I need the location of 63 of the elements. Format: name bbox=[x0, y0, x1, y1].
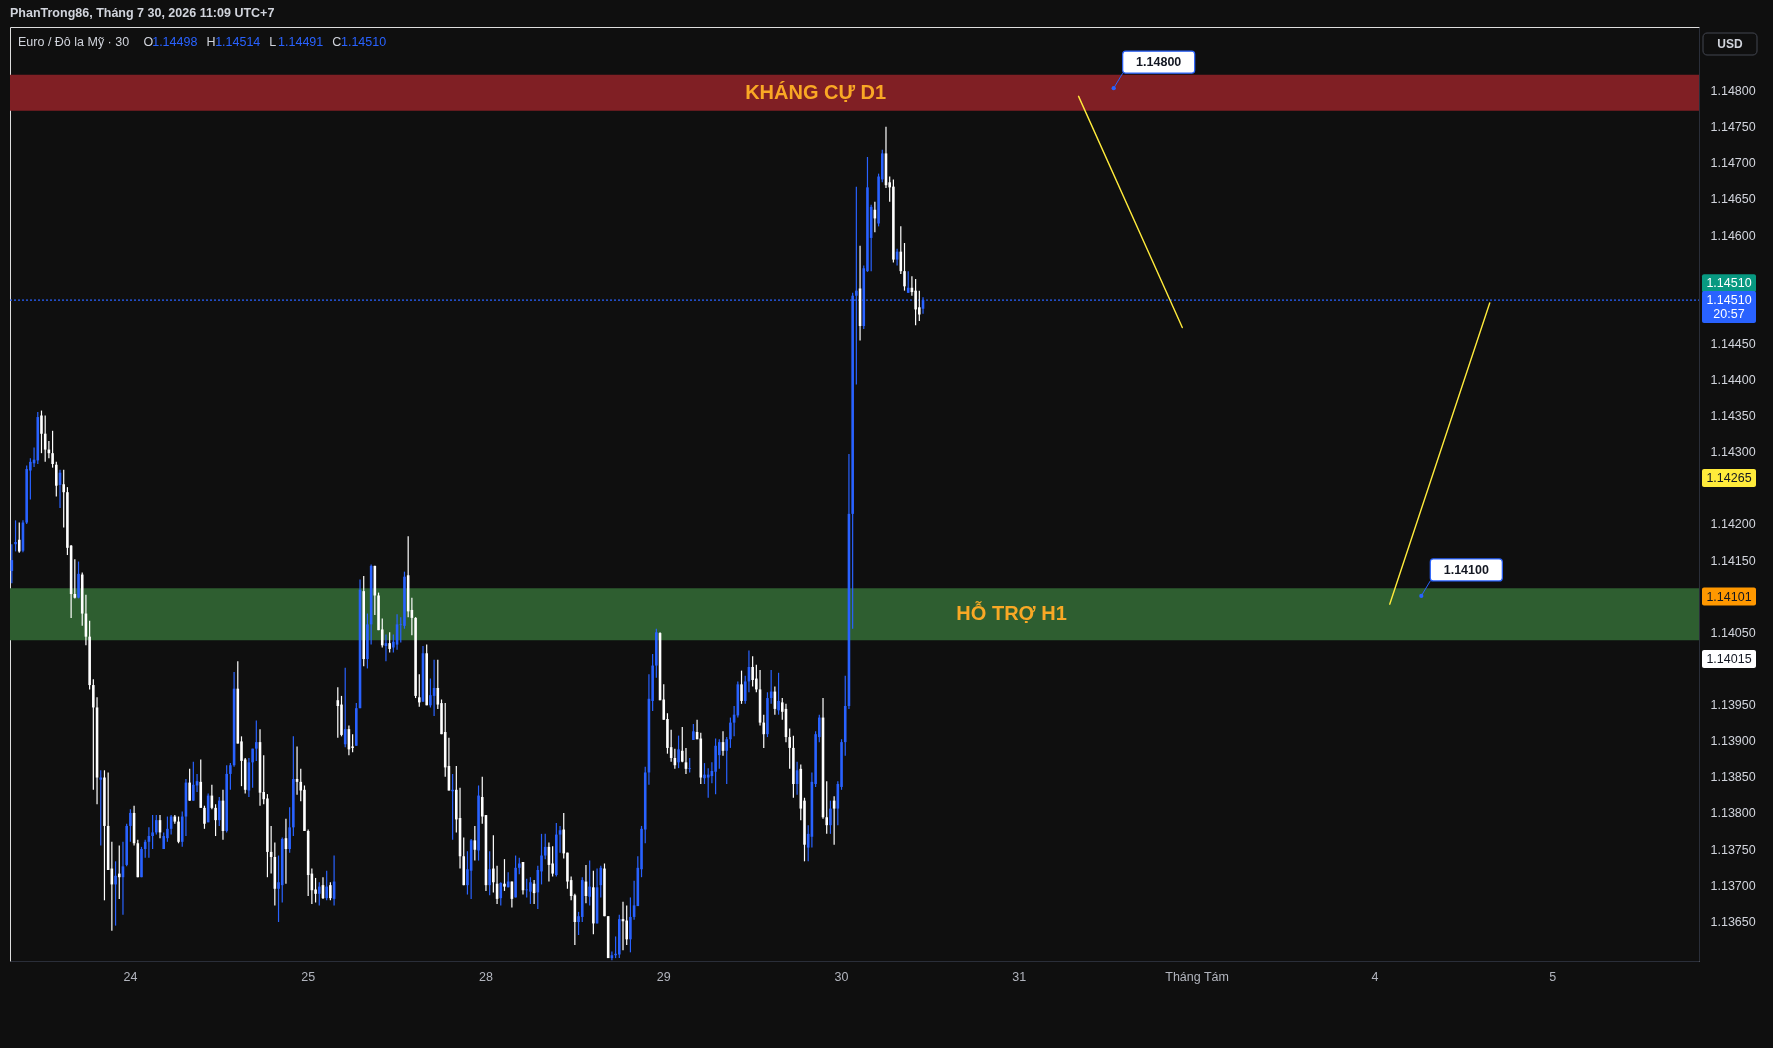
candlestick bbox=[503, 859, 506, 891]
y-tick-label: 1.13800 bbox=[1710, 806, 1756, 821]
y-tick-label: 1.14150 bbox=[1710, 553, 1756, 568]
candlestick bbox=[140, 846, 143, 878]
y-tick-label: 1.14800 bbox=[1710, 84, 1756, 99]
y-tick-label: 1.14650 bbox=[1710, 192, 1756, 207]
candlestick bbox=[703, 763, 706, 785]
x-tick-label: 25 bbox=[301, 969, 316, 984]
candlestick bbox=[214, 804, 217, 837]
y-tick-label: 1.14300 bbox=[1710, 445, 1756, 460]
x-tick-label: 30 bbox=[834, 969, 849, 984]
candlestick bbox=[677, 735, 680, 769]
candlestick bbox=[77, 561, 80, 599]
candlestick bbox=[14, 520, 17, 552]
y-tick-label: 1.13900 bbox=[1710, 734, 1756, 749]
y-axis-title: USD bbox=[1717, 37, 1743, 51]
y-tick-label: 1.13650 bbox=[1710, 914, 1756, 929]
band-label: HỖ TRỢ H1 bbox=[956, 601, 1067, 625]
annotation: 1.14100 bbox=[1443, 562, 1489, 577]
y-tick-label: 1.13950 bbox=[1710, 698, 1756, 713]
chart-title: PhanTrong86, Tháng 7 30, 2026 11:09 UTC+7 bbox=[10, 5, 275, 20]
y-tick-label: 1.14700 bbox=[1710, 156, 1756, 171]
candlestick bbox=[103, 770, 106, 901]
y-tick-label: 1.14050 bbox=[1710, 625, 1756, 640]
candlestick bbox=[114, 861, 117, 926]
x-tick-label: 29 bbox=[656, 969, 671, 984]
candlestick bbox=[366, 613, 369, 669]
annotation: O1.14498 H1.14514 L1.14491 C1.14510 bbox=[143, 35, 387, 49]
y-tick-label: 1.14350 bbox=[1710, 409, 1756, 424]
candlestick bbox=[477, 785, 480, 861]
x-tick-label: 4 bbox=[1371, 969, 1379, 984]
annotation: 1.14800 bbox=[1136, 55, 1182, 70]
text: 1.14101 bbox=[1706, 589, 1752, 604]
y-tick-label: 1.13750 bbox=[1710, 842, 1756, 857]
candlestick bbox=[777, 672, 780, 715]
candlestick bbox=[203, 805, 206, 829]
y-tick-label: 1.13850 bbox=[1710, 770, 1756, 785]
candlestick bbox=[40, 410, 43, 454]
x-tick-label: 28 bbox=[479, 969, 493, 984]
x-tick-label: Tháng Tám bbox=[1165, 969, 1229, 984]
candlestick bbox=[603, 863, 606, 917]
candlestick bbox=[177, 816, 180, 844]
candlestick bbox=[303, 785, 306, 831]
x-tick-label: 31 bbox=[1012, 969, 1027, 984]
text: 1.14015 bbox=[1706, 651, 1752, 666]
y-tick-label: 1.14750 bbox=[1710, 120, 1756, 135]
y-tick-label: 1.13700 bbox=[1710, 878, 1756, 893]
x-tick-label: 24 bbox=[123, 969, 138, 984]
candlestick bbox=[340, 695, 343, 737]
text: 1.14265 bbox=[1706, 471, 1752, 485]
y-tick-label: 1.14450 bbox=[1710, 336, 1756, 351]
band-label: KHÁNG CỰ D1 bbox=[745, 80, 887, 103]
x-tick-label: 5 bbox=[1549, 969, 1557, 984]
ref-line-label: 1.14510 20:57 bbox=[1706, 293, 1752, 322]
candlestick bbox=[903, 242, 906, 291]
y-tick-label: 1.14200 bbox=[1710, 517, 1756, 532]
candlestick bbox=[766, 692, 769, 738]
text: 1.14510 bbox=[1706, 276, 1752, 291]
candlestick bbox=[403, 571, 406, 629]
candlestick bbox=[740, 670, 743, 704]
y-tick-label: 1.14400 bbox=[1710, 373, 1756, 388]
y-tick-label: 1.14600 bbox=[1710, 228, 1756, 243]
text: Euro / Đô la Mỹ · 30 bbox=[18, 35, 130, 49]
